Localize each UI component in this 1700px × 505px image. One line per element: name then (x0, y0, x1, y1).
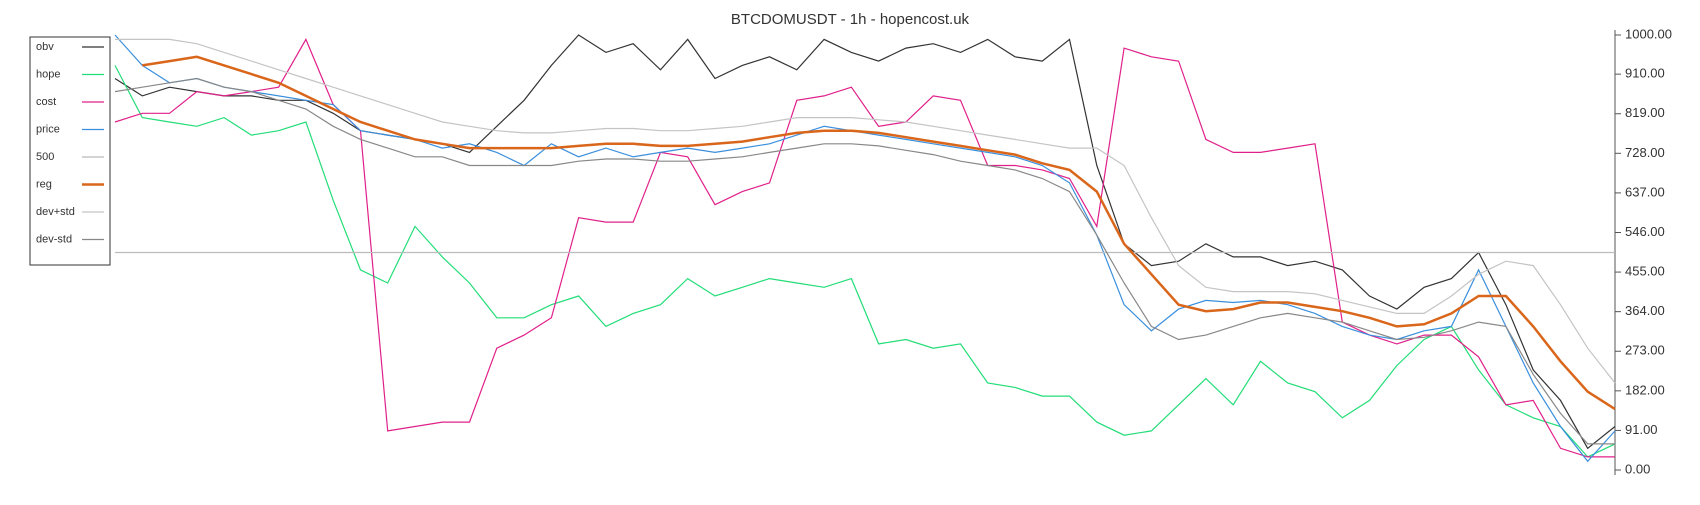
y-tick-label: 182.00 (1625, 382, 1665, 397)
series-line (114, 77, 1615, 445)
legend-label: price (36, 123, 60, 135)
y-tick-label: 910.00 (1625, 66, 1665, 81)
chart-title: BTCDOMUSDT - 1h - hopencost.uk (731, 11, 970, 28)
series-line (115, 38, 1616, 384)
y-tick-label: 91.00 (1625, 422, 1658, 437)
y-tick-label: 1000.00 (1625, 26, 1672, 41)
legend-label: dev+std (36, 206, 75, 218)
y-tick-label: 819.00 (1625, 105, 1665, 120)
legend-label: dev-std (36, 233, 72, 245)
legend-label: obv (36, 41, 54, 53)
y-tick-label: 728.00 (1625, 145, 1665, 160)
series-line (114, 34, 1616, 450)
series-line (114, 65, 1616, 458)
legend-label: reg (36, 178, 52, 190)
y-tick-label: 455.00 (1625, 264, 1665, 279)
legend-label: cost (36, 96, 56, 108)
y-tick-label: 637.00 (1625, 184, 1665, 199)
legend: obv hope cost price 500 reg dev+std dev-std (29, 36, 111, 266)
series-line (142, 55, 1616, 411)
legend-label: hope (36, 68, 60, 80)
y-tick-label: 364.00 (1625, 303, 1665, 318)
y-tick-label: 0.00 (1625, 461, 1650, 476)
legend-label: 500 (36, 151, 54, 163)
y-tick-label: 273.00 (1625, 343, 1665, 358)
series-line (114, 38, 1615, 458)
y-tick-label: 546.00 (1625, 224, 1665, 239)
series-line (114, 34, 1616, 463)
